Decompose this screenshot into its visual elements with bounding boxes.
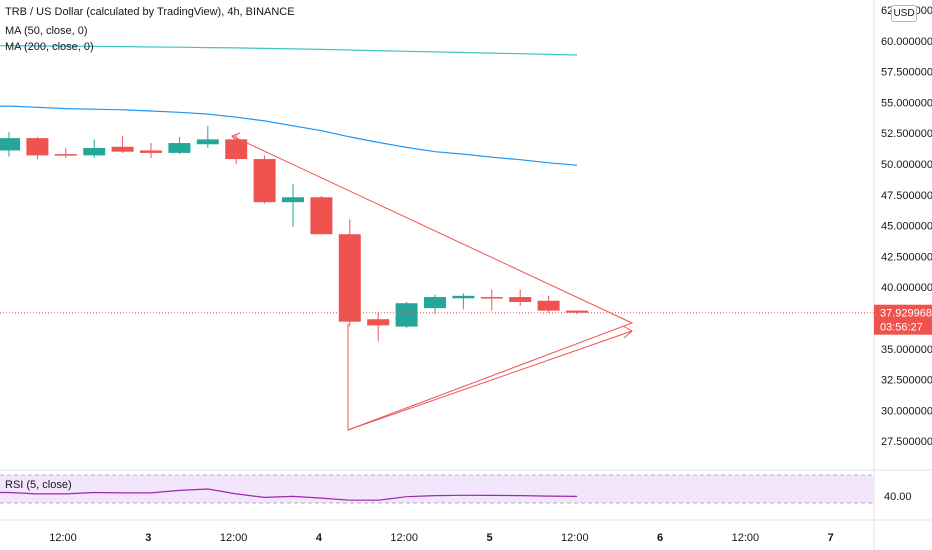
time-tick-label: 12:00 <box>220 532 248 544</box>
candle-body <box>253 159 276 203</box>
time-tick-label: 6 <box>657 532 663 544</box>
time-tick-label: 7 <box>828 532 834 544</box>
candle-body <box>424 297 446 309</box>
candle[interactable] <box>480 289 503 311</box>
rsi-tick-label: 40.00 <box>884 491 912 503</box>
candle[interactable] <box>0 131 20 157</box>
candle[interactable] <box>424 294 446 315</box>
candle[interactable] <box>537 295 560 314</box>
time-tick-label: 4 <box>316 532 323 544</box>
candle[interactable] <box>367 311 390 342</box>
candle[interactable] <box>452 293 475 310</box>
triangle-lower-edge <box>347 330 633 431</box>
candle[interactable] <box>566 310 588 315</box>
time-tick-label: 5 <box>486 532 492 544</box>
time-tick-label: 12:00 <box>390 532 418 544</box>
candle[interactable] <box>111 135 134 153</box>
ma200-legend[interactable]: MA (200, close, 0) <box>5 41 94 53</box>
candle[interactable] <box>395 301 418 328</box>
candle-body <box>168 143 191 153</box>
price-tick-label: 42.500000 <box>881 251 932 263</box>
price-tick-label: 40.000000 <box>881 282 932 294</box>
candle-body <box>140 150 162 153</box>
candle-body <box>26 138 49 156</box>
last-price-label: 37.929968 <box>880 308 932 320</box>
price-tick-label: 47.500000 <box>881 190 932 202</box>
candle[interactable] <box>26 136 49 160</box>
price-tick-label: 35.000000 <box>881 344 932 356</box>
price-tick-label: 55.000000 <box>881 97 932 109</box>
currency-button[interactable]: USD <box>891 5 917 22</box>
ma200-line <box>0 45 578 56</box>
price-tick-label: 57.500000 <box>881 67 932 79</box>
candle-body <box>338 234 361 322</box>
candle-body <box>509 297 532 302</box>
rsi-pane: 40.00 <box>0 474 912 504</box>
price-tick-label: 30.000000 <box>881 405 932 417</box>
time-tick-label: 12:00 <box>49 532 77 544</box>
time-tick-label: 12:00 <box>561 532 589 544</box>
time-tick-label: 3 <box>145 532 151 544</box>
candle[interactable] <box>338 219 361 327</box>
rsi-line <box>0 488 578 501</box>
rsi-band <box>0 475 874 503</box>
candle[interactable] <box>54 147 77 158</box>
candle[interactable] <box>310 196 333 235</box>
triangle-drawing[interactable] <box>231 135 634 431</box>
time-tick-label: 12:00 <box>732 532 760 544</box>
candle-body <box>367 319 390 326</box>
candle-body <box>54 154 77 156</box>
price-tick-label: 27.500000 <box>881 436 932 448</box>
candle-body <box>0 138 20 151</box>
countdown-label: 03:56:27 <box>880 322 923 334</box>
ma50-legend[interactable]: MA (50, close, 0) <box>5 25 88 37</box>
chart-title: TRB / US Dollar (calculated by TradingVi… <box>5 6 295 18</box>
candle[interactable] <box>83 139 106 158</box>
price-tick-label: 32.500000 <box>881 375 932 387</box>
candle-body <box>310 197 333 235</box>
candle[interactable] <box>282 183 304 227</box>
candle[interactable] <box>168 136 191 155</box>
price-tick-label: 52.500000 <box>881 128 932 140</box>
candle-body <box>83 147 106 156</box>
candle-body <box>196 139 219 145</box>
candle-body <box>566 310 588 313</box>
ma50-line <box>0 105 578 166</box>
price-tick-label: 60.000000 <box>881 36 932 48</box>
candle[interactable] <box>196 125 219 148</box>
time-axis[interactable]: 12:00 3 12:00 4 12:00 5 12:00 6 12:00 7 <box>49 532 834 544</box>
candle-body <box>111 146 134 152</box>
candle[interactable] <box>140 143 162 158</box>
candle[interactable] <box>225 134 248 164</box>
candle[interactable] <box>253 155 276 204</box>
price-tick-label: 45.000000 <box>881 221 932 233</box>
candle-body <box>452 295 475 299</box>
last-price-badge[interactable] <box>874 304 932 335</box>
candle-body <box>395 303 418 327</box>
candle-body <box>282 197 304 203</box>
candle-body <box>480 297 503 299</box>
candle[interactable] <box>509 289 532 306</box>
candle-body <box>537 300 560 311</box>
candle-body <box>225 139 248 160</box>
price-axis[interactable]: 62.50000060.00000057.50000055.00000052.5… <box>881 5 932 448</box>
rsi-legend[interactable]: RSI (5, close) <box>5 479 72 491</box>
price-tick-label: 50.000000 <box>881 159 932 171</box>
